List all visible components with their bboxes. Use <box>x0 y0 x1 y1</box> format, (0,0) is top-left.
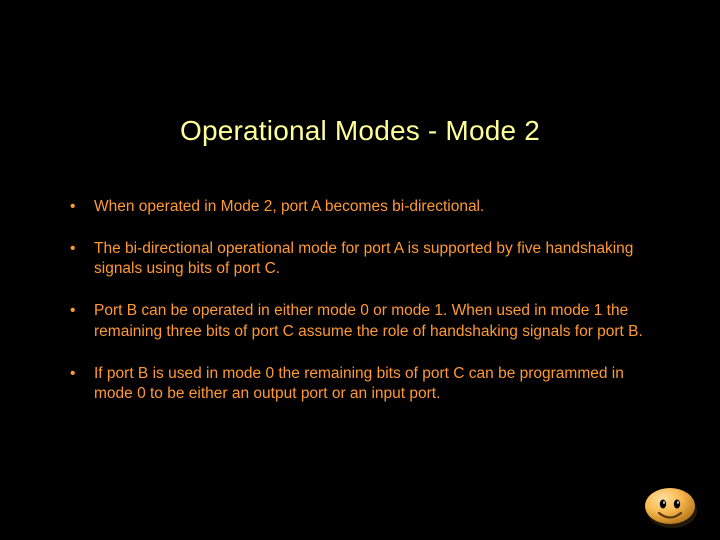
slide-title: Operational Modes - Mode 2 <box>0 0 720 197</box>
bullet-text: If port B is used in mode 0 the remainin… <box>94 364 660 404</box>
bullet-marker: • <box>70 239 94 259</box>
bullet-list: • When operated in Mode 2, port A become… <box>0 197 720 404</box>
smiley-icon <box>642 484 698 528</box>
bullet-text: When operated in Mode 2, port A becomes … <box>94 197 660 217</box>
bullet-marker: • <box>70 364 94 384</box>
bullet-marker: • <box>70 197 94 217</box>
list-item: • If port B is used in mode 0 the remain… <box>70 364 660 404</box>
bullet-text: The bi-directional operational mode for … <box>94 239 660 279</box>
list-item: • Port B can be operated in either mode … <box>70 301 660 341</box>
slide: Operational Modes - Mode 2 • When operat… <box>0 0 720 540</box>
list-item: • The bi-directional operational mode fo… <box>70 239 660 279</box>
bullet-marker: • <box>70 301 94 321</box>
bullet-text: Port B can be operated in either mode 0 … <box>94 301 660 341</box>
list-item: • When operated in Mode 2, port A become… <box>70 197 660 217</box>
